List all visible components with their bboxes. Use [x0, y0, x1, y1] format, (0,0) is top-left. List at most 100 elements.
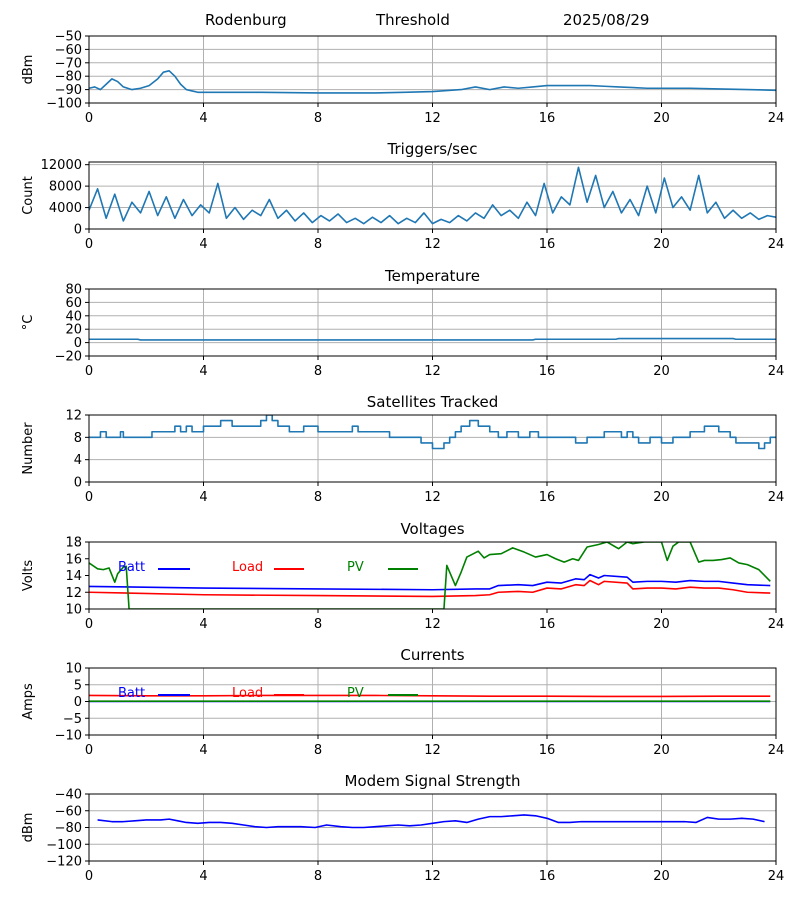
y-axis-label: Amps [21, 683, 36, 720]
x-tick-label: 16 [539, 111, 556, 126]
x-tick-label: 4 [199, 111, 207, 126]
y-axis-label: °C [21, 315, 36, 331]
y-tick-label: −20 [55, 350, 82, 365]
series-line [89, 166, 776, 225]
y-tick-label: −100 [46, 97, 82, 112]
y-tick-label: −120 [46, 855, 82, 870]
chart-title: Triggers/sec [387, 140, 478, 158]
x-tick-label: 24 [768, 743, 785, 758]
chart-panel-2: 0 4 8 12 16 20 24 0 4000 8000 12000 Count Triggers/s… [21, 140, 784, 252]
x-tick-label: 16 [539, 617, 556, 632]
y-tick-label: 60 [65, 296, 82, 311]
y-tick-label: −5 [63, 712, 82, 727]
y-tick-label: 5 [74, 678, 82, 693]
x-tick-label: 12 [424, 869, 441, 884]
x-tick-label: 12 [424, 490, 441, 505]
x-tick-label: 0 [85, 490, 93, 505]
y-tick-label: 10 [65, 603, 82, 618]
chart-title: Voltages [400, 520, 464, 538]
y-tick-label: 0 [74, 695, 82, 710]
legend-label-pv: PV [347, 686, 364, 701]
legend-label-batt: Batt [118, 560, 145, 575]
x-tick-label: 20 [653, 490, 670, 505]
y-tick-label: −60 [55, 43, 82, 58]
y-axis-label: dBm [21, 813, 36, 843]
y-tick-label: 4 [74, 453, 82, 468]
x-tick-label: 4 [199, 237, 207, 252]
x-tick-label: 20 [653, 743, 670, 758]
header-station: Rodenburg [205, 11, 287, 29]
y-tick-label: 40 [65, 309, 82, 324]
y-tick-label: 12000 [41, 158, 82, 173]
x-tick-label: 4 [199, 364, 207, 379]
chart-title: Currents [400, 646, 464, 664]
y-axis-label: Volts [21, 560, 36, 592]
x-tick-label: 24 [768, 237, 785, 252]
series-line [89, 337, 776, 341]
x-tick-label: 20 [653, 364, 670, 379]
x-tick-label: 20 [653, 869, 670, 884]
chart-panel-6: 0 4 8 12 16 20 24 −10 −5 0 510 Amps Currents Batt Load… [21, 646, 784, 758]
y-tick-label: 0 [74, 336, 82, 351]
y-tick-label: 4000 [49, 201, 82, 216]
x-tick-label: 12 [424, 364, 441, 379]
chart-panel-7: 0 4 8 12 16 20 24 −120 −100 −80 −60−40 dBm Modem Sig… [21, 772, 784, 884]
chart-title: Satellites Tracked [367, 393, 498, 411]
header-mode: Threshold [376, 11, 450, 29]
y-axis-label: Number [21, 422, 36, 475]
legend-label-pv: PV [347, 560, 364, 575]
y-tick-label: −70 [55, 56, 82, 71]
series-line-pv [89, 542, 771, 609]
legend-label-load: Load [232, 560, 263, 575]
x-tick-label: 24 [768, 111, 785, 126]
y-tick-label: 12 [65, 409, 82, 424]
x-tick-label: 24 [768, 364, 785, 379]
series-line-load [89, 579, 771, 598]
header-date: 2025/08/29 [563, 11, 650, 29]
x-tick-label: 8 [314, 364, 322, 379]
x-tick-label: 12 [424, 743, 441, 758]
legend-label-load: Load [232, 686, 263, 701]
x-tick-label: 8 [314, 743, 322, 758]
x-tick-label: 8 [314, 237, 322, 252]
chart-title: Temperature [384, 267, 480, 285]
x-tick-label: 16 [539, 869, 556, 884]
series-line [89, 70, 776, 94]
x-tick-label: 0 [85, 111, 93, 126]
y-tick-label: −50 [55, 30, 82, 45]
x-tick-label: 24 [768, 869, 785, 884]
x-tick-label: 24 [768, 490, 785, 505]
y-tick-label: −90 [55, 83, 82, 98]
x-tick-label: 8 [314, 111, 322, 126]
y-tick-label: 18 [65, 536, 82, 551]
y-axis-label: dBm [21, 55, 36, 85]
y-tick-label: 0 [74, 476, 82, 491]
y-tick-label: 8 [74, 431, 82, 446]
x-tick-label: 20 [653, 237, 670, 252]
plot-frame [88, 541, 777, 610]
y-tick-label: 8000 [49, 180, 82, 195]
x-tick-label: 12 [424, 617, 441, 632]
y-tick-label: 80 [65, 283, 82, 298]
x-tick-label: 0 [85, 364, 93, 379]
x-tick-label: 4 [199, 617, 207, 632]
x-tick-label: 8 [314, 617, 322, 632]
y-tick-label: 12 [65, 586, 82, 601]
x-tick-label: 0 [85, 869, 93, 884]
series-line-load [89, 694, 771, 698]
chart-panel-4: 0 4 8 12 16 20 24 0 4 8 12 Number Satellites Tracked [21, 393, 784, 505]
y-tick-label: −100 [46, 838, 82, 853]
x-tick-label: 4 [199, 869, 207, 884]
y-tick-label: −10 [55, 729, 82, 744]
y-tick-label: 16 [65, 552, 82, 567]
chart-panel-1: 0 4 8 12 16 20 24 −100−90−80−70−60−50 dBm [21, 30, 784, 127]
series-line [97, 814, 765, 829]
legend-label-batt: Batt [118, 686, 145, 701]
series-line-batt [89, 573, 771, 591]
y-tick-label: −60 [55, 804, 82, 819]
series-line [89, 415, 776, 450]
x-tick-label: 20 [653, 111, 670, 126]
